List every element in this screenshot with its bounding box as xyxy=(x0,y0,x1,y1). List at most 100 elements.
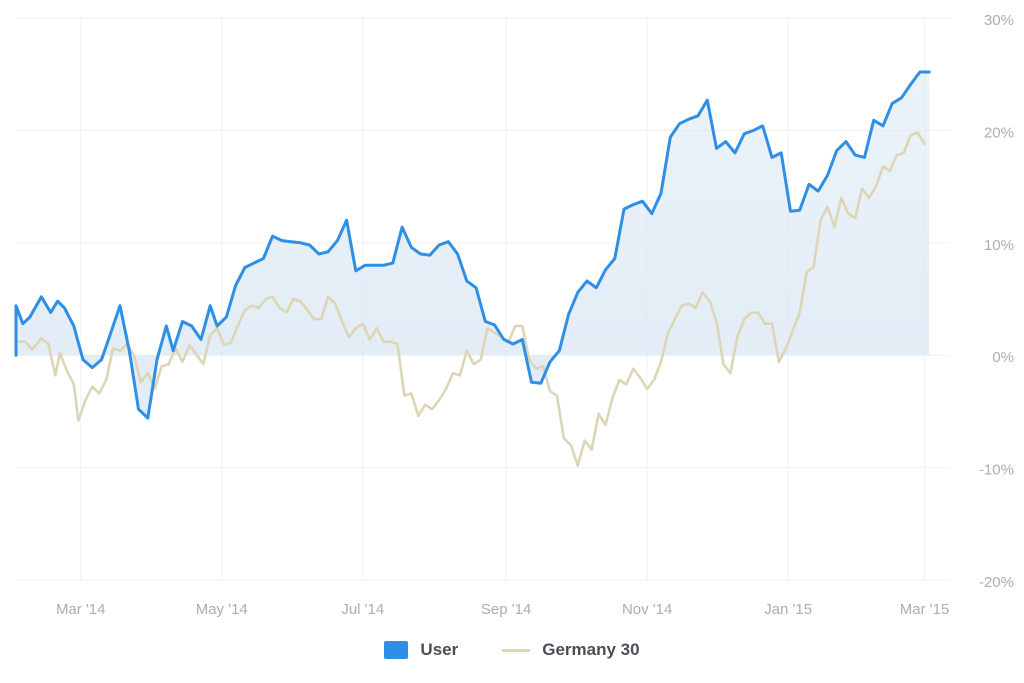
data-point-germany-30 xyxy=(611,396,615,400)
data-point-user xyxy=(909,82,913,86)
data-point-germany-30 xyxy=(72,382,76,386)
data-point-user xyxy=(28,315,32,319)
data-point-germany-30 xyxy=(291,297,295,301)
x-tick-label: Nov '14 xyxy=(622,601,672,618)
data-point-germany-30 xyxy=(659,360,663,364)
data-point-user xyxy=(493,323,497,327)
data-point-user xyxy=(118,304,122,308)
data-point-germany-30 xyxy=(874,185,878,189)
x-tick-label: Mar '14 xyxy=(56,601,106,618)
data-point-germany-30 xyxy=(576,463,580,467)
data-point-germany-30 xyxy=(278,306,282,310)
data-point-germany-30 xyxy=(39,336,43,340)
data-point-germany-30 xyxy=(222,343,226,347)
data-point-germany-30 xyxy=(846,212,850,216)
data-point-germany-30 xyxy=(548,389,552,393)
data-point-germany-30 xyxy=(361,322,365,326)
data-point-user xyxy=(127,349,131,353)
data-point-user xyxy=(613,257,617,261)
data-point-user xyxy=(437,243,441,247)
data-point-germany-30 xyxy=(194,352,198,356)
data-point-user xyxy=(326,250,330,254)
data-point-user xyxy=(146,416,150,420)
data-point-germany-30 xyxy=(319,317,323,321)
data-point-user xyxy=(835,149,839,153)
y-tick-label: 10% xyxy=(984,237,1014,254)
data-point-germany-30 xyxy=(243,308,247,312)
data-point-user xyxy=(585,279,589,283)
legend-swatch-germany-30 xyxy=(502,648,531,652)
data-point-germany-30 xyxy=(23,340,27,344)
data-point-germany-30 xyxy=(30,348,34,352)
legend-label-user: User xyxy=(420,640,459,659)
data-point-user xyxy=(137,407,141,411)
data-point-germany-30 xyxy=(389,340,393,344)
data-point-user xyxy=(100,358,104,362)
data-point-user xyxy=(641,199,645,203)
data-point-germany-30 xyxy=(770,322,774,326)
data-point-user xyxy=(271,234,275,238)
series-line-germany-30[interactable] xyxy=(14,131,926,467)
data-point-user xyxy=(733,151,737,155)
data-point-germany-30 xyxy=(257,306,261,310)
data-point-user xyxy=(465,279,469,283)
data-point-user xyxy=(724,140,728,144)
data-point-germany-30 xyxy=(58,351,62,355)
data-point-germany-30 xyxy=(423,403,427,407)
data-point-user xyxy=(927,70,931,74)
legend-item-user[interactable]: User xyxy=(384,640,458,660)
data-point-germany-30 xyxy=(708,299,712,303)
data-point-germany-30 xyxy=(90,385,94,389)
data-point-germany-30 xyxy=(562,436,566,440)
data-point-germany-30 xyxy=(250,304,254,308)
data-point-germany-30 xyxy=(111,347,115,351)
data-point-germany-30 xyxy=(742,317,746,321)
data-point-germany-30 xyxy=(208,333,212,337)
data-point-user xyxy=(90,366,94,370)
data-point-germany-30 xyxy=(777,360,781,364)
data-point-germany-30 xyxy=(534,367,538,371)
data-point-user xyxy=(335,239,339,243)
data-point-germany-30 xyxy=(832,225,836,229)
data-point-germany-30 xyxy=(860,187,864,191)
x-tick-label: Jan '15 xyxy=(764,601,812,618)
data-point-germany-30 xyxy=(333,302,337,306)
legend-item-germany-30[interactable]: Germany 30 xyxy=(502,640,640,660)
data-point-germany-30 xyxy=(53,373,57,377)
data-point-germany-30 xyxy=(402,394,406,398)
data-point-user xyxy=(298,241,302,245)
data-point-user xyxy=(687,117,691,121)
data-point-user xyxy=(594,286,598,290)
data-point-germany-30 xyxy=(465,349,469,353)
data-point-user xyxy=(289,240,293,244)
legend: User Germany 30 xyxy=(0,640,1024,660)
data-point-germany-30 xyxy=(923,142,927,146)
data-point-user xyxy=(890,101,894,105)
data-point-germany-30 xyxy=(701,290,705,294)
data-point-user xyxy=(650,212,654,216)
data-point-germany-30 xyxy=(409,391,413,395)
data-point-user xyxy=(770,155,774,159)
data-point-user xyxy=(21,322,25,326)
data-point-germany-30 xyxy=(493,331,497,335)
data-point-user xyxy=(826,173,830,177)
data-point-user xyxy=(446,240,450,244)
data-point-user xyxy=(557,349,561,353)
data-point-germany-30 xyxy=(597,412,601,416)
data-point-user xyxy=(742,132,746,136)
series-line-user[interactable] xyxy=(14,70,931,420)
data-point-germany-30 xyxy=(812,266,816,270)
data-point-user xyxy=(317,252,321,256)
data-point-germany-30 xyxy=(680,304,684,308)
data-point-user xyxy=(474,286,478,290)
data-point-user xyxy=(918,70,922,74)
data-point-user xyxy=(308,243,312,247)
data-point-germany-30 xyxy=(728,371,732,375)
data-point-user xyxy=(215,324,219,328)
data-point-germany-30 xyxy=(305,308,309,312)
data-point-germany-30 xyxy=(46,342,50,346)
data-point-user xyxy=(696,114,700,118)
data-point-germany-30 xyxy=(285,311,289,315)
data-point-germany-30 xyxy=(125,342,129,346)
data-point-germany-30 xyxy=(902,151,906,155)
